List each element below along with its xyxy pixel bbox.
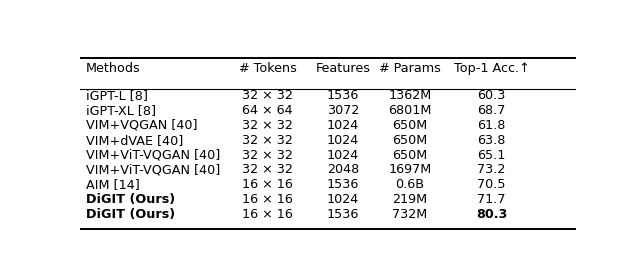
Text: 1024: 1024 bbox=[327, 119, 359, 132]
Text: Methods: Methods bbox=[86, 62, 141, 75]
Text: iGPT-XL [8]: iGPT-XL [8] bbox=[86, 104, 156, 117]
Text: 73.2: 73.2 bbox=[477, 163, 506, 176]
Text: 80.3: 80.3 bbox=[476, 208, 508, 221]
Text: iGPT-L [8]: iGPT-L [8] bbox=[86, 89, 148, 102]
Text: 60.3: 60.3 bbox=[477, 89, 506, 102]
Text: 16 × 16: 16 × 16 bbox=[242, 193, 293, 206]
Text: 2048: 2048 bbox=[327, 163, 359, 176]
Text: 64 × 64: 64 × 64 bbox=[242, 104, 293, 117]
Text: 61.8: 61.8 bbox=[477, 119, 506, 132]
Text: Features: Features bbox=[316, 62, 371, 75]
Text: 650M: 650M bbox=[392, 149, 428, 162]
Text: 32 × 32: 32 × 32 bbox=[242, 119, 293, 132]
Text: 32 × 32: 32 × 32 bbox=[242, 134, 293, 147]
Text: 1536: 1536 bbox=[326, 178, 359, 191]
Text: DiGIT (Ours): DiGIT (Ours) bbox=[86, 193, 175, 206]
Text: VIM+ViT-VQGAN [40]: VIM+ViT-VQGAN [40] bbox=[86, 149, 220, 162]
Text: Top-1 Acc.↑: Top-1 Acc.↑ bbox=[454, 62, 529, 75]
Text: 1024: 1024 bbox=[327, 193, 359, 206]
Text: 650M: 650M bbox=[392, 119, 428, 132]
Text: 3072: 3072 bbox=[326, 104, 359, 117]
Text: 1697M: 1697M bbox=[388, 163, 431, 176]
Text: 68.7: 68.7 bbox=[477, 104, 506, 117]
Text: # Tokens: # Tokens bbox=[239, 62, 296, 75]
Text: 0.6B: 0.6B bbox=[396, 178, 424, 191]
Text: 1024: 1024 bbox=[327, 149, 359, 162]
Text: AIM [14]: AIM [14] bbox=[86, 178, 140, 191]
Text: 63.8: 63.8 bbox=[477, 134, 506, 147]
Text: VIM+ViT-VQGAN [40]: VIM+ViT-VQGAN [40] bbox=[86, 163, 220, 176]
Text: 1536: 1536 bbox=[326, 208, 359, 221]
Text: 16 × 16: 16 × 16 bbox=[242, 178, 293, 191]
Text: 6801M: 6801M bbox=[388, 104, 431, 117]
Text: 71.7: 71.7 bbox=[477, 193, 506, 206]
Text: VIM+VQGAN [40]: VIM+VQGAN [40] bbox=[86, 119, 198, 132]
Text: 16 × 16: 16 × 16 bbox=[242, 208, 293, 221]
Text: 1362M: 1362M bbox=[388, 89, 431, 102]
Text: VIM+dVAE [40]: VIM+dVAE [40] bbox=[86, 134, 183, 147]
Text: # Params: # Params bbox=[379, 62, 441, 75]
Text: 32 × 32: 32 × 32 bbox=[242, 89, 293, 102]
Text: 70.5: 70.5 bbox=[477, 178, 506, 191]
Text: DiGIT (Ours): DiGIT (Ours) bbox=[86, 208, 175, 221]
Text: 1024: 1024 bbox=[327, 134, 359, 147]
Text: 1536: 1536 bbox=[326, 89, 359, 102]
Text: 219M: 219M bbox=[392, 193, 428, 206]
Text: 650M: 650M bbox=[392, 134, 428, 147]
Text: 32 × 32: 32 × 32 bbox=[242, 149, 293, 162]
Text: 65.1: 65.1 bbox=[477, 149, 506, 162]
Text: 732M: 732M bbox=[392, 208, 428, 221]
Text: 32 × 32: 32 × 32 bbox=[242, 163, 293, 176]
